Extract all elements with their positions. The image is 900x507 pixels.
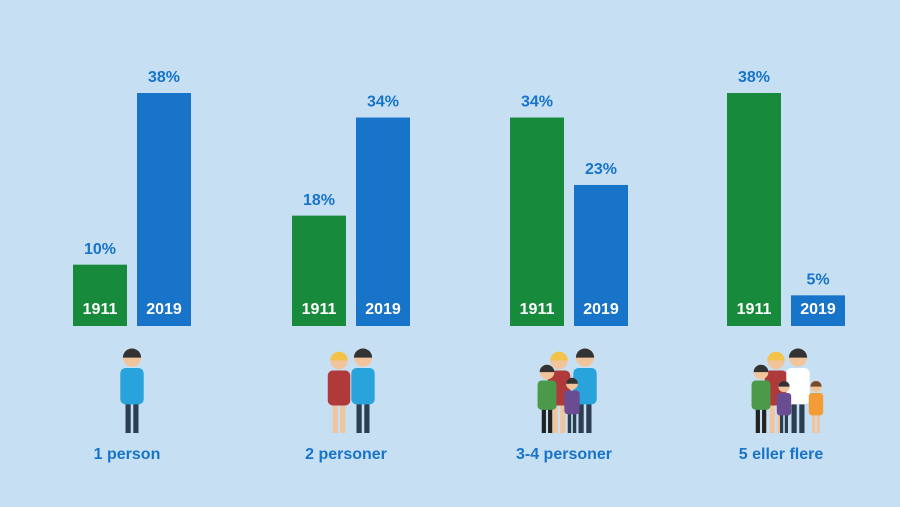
- bar: [791, 295, 845, 326]
- series-label: 2019: [146, 301, 182, 318]
- leg: [769, 403, 775, 433]
- body: [120, 368, 144, 405]
- body: [537, 380, 557, 410]
- leg: [777, 403, 783, 433]
- value-label: 38%: [738, 69, 770, 86]
- leg: [780, 413, 784, 433]
- leg: [812, 413, 816, 433]
- hair: [330, 351, 348, 361]
- bar: [73, 264, 127, 326]
- leg: [332, 403, 338, 433]
- leg: [567, 412, 572, 433]
- bar: [727, 93, 781, 326]
- person-icon: [351, 348, 375, 433]
- value-label: 23%: [585, 161, 617, 178]
- person-icon: [537, 364, 557, 433]
- hair: [810, 381, 822, 387]
- hair: [353, 348, 373, 358]
- value-label: 18%: [303, 192, 335, 209]
- leg: [548, 407, 553, 433]
- leg: [356, 401, 362, 433]
- bar: [574, 184, 628, 326]
- leg: [552, 403, 558, 433]
- body: [808, 393, 824, 416]
- leg: [340, 403, 346, 433]
- category-label: 1 person: [94, 446, 161, 463]
- body: [786, 368, 810, 405]
- series-label: 1911: [302, 301, 337, 318]
- series-label: 1911: [83, 301, 118, 318]
- leg: [560, 403, 566, 433]
- leg: [799, 401, 805, 433]
- leg: [755, 407, 760, 433]
- body: [327, 370, 351, 406]
- hair: [566, 377, 578, 384]
- hair: [753, 364, 769, 373]
- category-label: 3-4 personer: [516, 446, 612, 463]
- hair: [778, 381, 790, 387]
- value-label: 10%: [84, 241, 116, 258]
- value-label: 34%: [521, 94, 553, 111]
- person-icon: [751, 364, 771, 433]
- leg: [125, 401, 131, 433]
- person-icon: [808, 381, 824, 433]
- leg: [133, 401, 139, 433]
- person-icon: [120, 348, 144, 433]
- hair: [767, 351, 785, 361]
- body: [564, 390, 580, 415]
- bar: [356, 117, 410, 327]
- leg: [762, 407, 767, 433]
- series-label: 2019: [365, 301, 401, 318]
- series-label: 1911: [520, 301, 555, 318]
- body: [776, 393, 792, 416]
- hair: [539, 364, 555, 373]
- series-label: 2019: [800, 301, 836, 318]
- body: [351, 368, 375, 405]
- hair: [550, 351, 568, 361]
- value-label: 38%: [148, 69, 180, 86]
- leg: [572, 412, 577, 433]
- person-icon: [564, 377, 580, 433]
- value-label: 5%: [806, 272, 829, 289]
- bar: [292, 215, 346, 326]
- leg: [784, 413, 788, 433]
- person-icon: [776, 381, 792, 433]
- leg: [541, 407, 546, 433]
- value-label: 34%: [367, 94, 399, 111]
- bar: [137, 93, 191, 326]
- hair: [575, 348, 595, 358]
- leg: [578, 401, 584, 433]
- leg: [364, 401, 370, 433]
- leg: [791, 401, 797, 433]
- category-label: 5 eller flere: [739, 446, 824, 463]
- body: [751, 380, 771, 410]
- hair: [788, 348, 808, 358]
- hair: [122, 348, 142, 358]
- person-icon: [327, 351, 351, 433]
- leg: [586, 401, 592, 433]
- series-label: 1911: [737, 301, 772, 318]
- bar: [510, 117, 564, 327]
- leg: [816, 413, 820, 433]
- series-label: 2019: [583, 301, 619, 318]
- person-icon: [786, 348, 810, 433]
- category-label: 2 personer: [305, 446, 387, 463]
